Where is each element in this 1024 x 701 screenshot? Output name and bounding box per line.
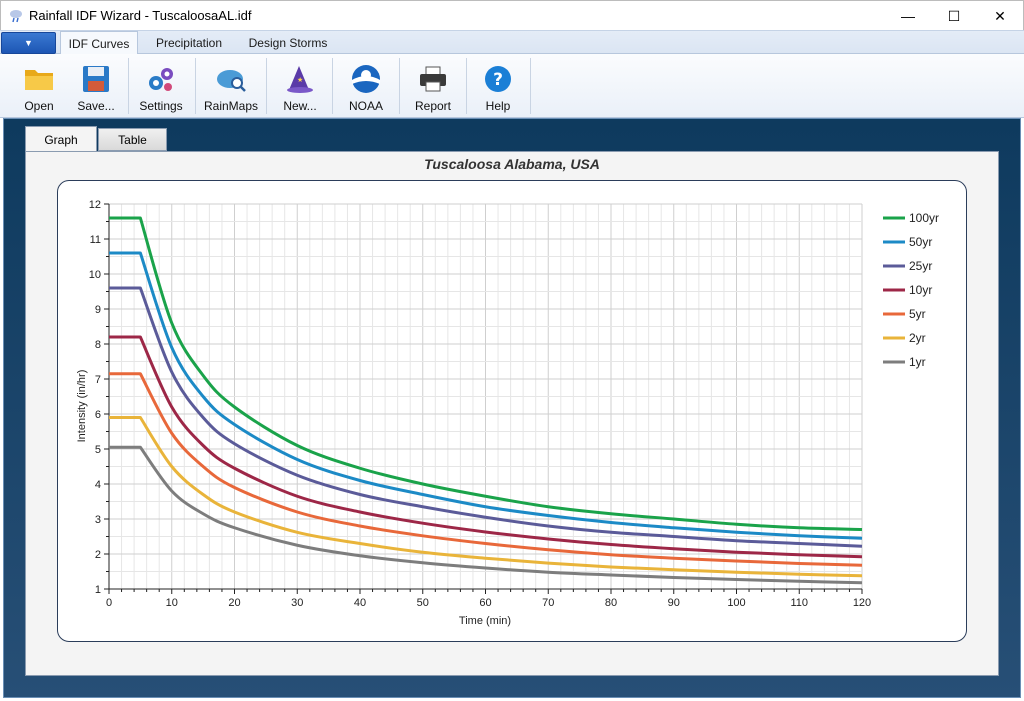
x-tick-label: 10 (166, 597, 178, 609)
series-line-5yr (109, 372, 863, 567)
x-tick-label: 20 (228, 597, 240, 609)
y-tick-label: 7 (95, 374, 101, 386)
legend-label-100yr: 100yr (909, 211, 939, 225)
separator (332, 58, 333, 114)
rainmaps-label: RainMaps (203, 99, 259, 113)
new-label: New... (283, 99, 317, 113)
cloud-search-icon (214, 62, 248, 96)
svg-text:★: ★ (297, 76, 303, 84)
wizard-hat-icon: ★ (283, 62, 317, 96)
close-button[interactable]: ✕ (994, 7, 1006, 24)
y-tick-label: 1 (95, 584, 101, 596)
help-icon: ? (481, 62, 515, 96)
chart-title: Tuscaloosa Alabama, USA (424, 156, 600, 172)
application-menu-button[interactable]: ▼ (1, 32, 56, 54)
x-tick-label: 60 (479, 597, 491, 609)
x-tick-label: 40 (354, 597, 366, 609)
separator (195, 58, 196, 114)
new-wizard-button[interactable]: ★ New... (274, 56, 326, 116)
y-tick-label: 11 (90, 234, 101, 246)
y-tick-label: 2 (95, 549, 101, 561)
separator (466, 58, 467, 114)
y-axis-label: Intensity (in/hr) (76, 370, 88, 443)
title-bar: Rainfall IDF Wizard - TuscaloosaAL.idf —… (0, 0, 1024, 30)
ribbon-toolbar: Open Save... Settings (0, 54, 1024, 118)
x-tick-label: 70 (542, 597, 554, 609)
tab-precipitation[interactable]: Precipitation (155, 36, 223, 50)
legend-label-10yr: 10yr (909, 283, 932, 297)
y-tick-label: 6 (95, 409, 101, 421)
x-tick-label: 110 (790, 597, 808, 609)
y-tick-label: 9 (95, 304, 101, 316)
series-line-25yr (109, 286, 863, 548)
svg-text:?: ? (493, 70, 503, 90)
rainmaps-button[interactable]: RainMaps (202, 56, 260, 116)
tab-table[interactable]: Table (98, 128, 167, 151)
separator (530, 58, 531, 114)
series-line-50yr (109, 251, 863, 540)
printer-icon (416, 62, 450, 96)
separator (399, 58, 400, 114)
y-tick-label: 4 (95, 479, 101, 491)
y-tick-label: 5 (95, 444, 101, 456)
open-label: Open (24, 99, 54, 113)
noaa-button[interactable]: NOAA (340, 56, 392, 116)
separator (266, 58, 267, 114)
tab-design-storms[interactable]: Design Storms (248, 36, 328, 50)
noaa-label: NOAA (348, 99, 383, 113)
series-line-100yr (109, 216, 863, 531)
minimize-button[interactable]: — (901, 8, 915, 24)
x-tick-label: 90 (668, 597, 680, 609)
chart-axes: 0 10 20 30 40 50 60 70 80 90 100 110 120123456789101… (89, 199, 871, 609)
legend-label-50yr: 50yr (909, 235, 932, 249)
floppy-disk-icon (79, 62, 113, 96)
window-title: Rainfall IDF Wizard - TuscaloosaAL.idf (29, 8, 252, 23)
x-tick-label: 120 (853, 597, 871, 609)
series-line-1yr (109, 445, 863, 585)
chart-legend: 100yr 50yr 25yr 10yr 5yr 2yr 1yr (883, 211, 939, 369)
x-tick-label: 0 (106, 597, 112, 609)
save-label: Save... (77, 99, 115, 113)
maximize-button[interactable]: ☐ (947, 7, 961, 24)
ribbon-tab-row: ▼ IDF Curves Precipitation Design Storms (0, 30, 1024, 56)
y-tick-label: 12 (89, 199, 101, 211)
folder-icon (22, 62, 56, 96)
x-tick-label: 50 (417, 597, 429, 609)
x-tick-label: 80 (605, 597, 617, 609)
rain-cloud-icon (10, 9, 22, 22)
report-button[interactable]: Report (406, 56, 460, 116)
gears-icon (144, 62, 178, 96)
idf-chart: 0 10 20 30 40 50 60 70 80 90 100 110 120123456789101… (76, 199, 939, 627)
save-button[interactable]: Save... (70, 56, 122, 116)
y-tick-label: 10 (89, 269, 101, 281)
x-axis-label: Time (min) (459, 615, 511, 627)
y-tick-label: 8 (95, 339, 101, 351)
x-tick-label: 100 (727, 597, 745, 609)
settings-button[interactable]: Settings (134, 56, 188, 116)
y-tick-label: 3 (95, 514, 101, 526)
open-button[interactable]: Open (14, 56, 64, 116)
separator (128, 58, 129, 114)
series-line-2yr (109, 416, 863, 578)
chevron-down-icon: ▼ (24, 38, 33, 48)
legend-label-1yr: 1yr (909, 355, 926, 369)
legend-label-25yr: 25yr (909, 259, 932, 273)
settings-label: Settings (139, 99, 183, 113)
tab-graph[interactable]: Graph (25, 126, 97, 152)
tab-idf-curves[interactable]: IDF Curves (60, 31, 138, 56)
series-line-10yr (109, 335, 863, 559)
help-button[interactable]: ? Help (472, 56, 524, 116)
report-label: Report (414, 99, 452, 113)
help-label: Help (485, 99, 511, 113)
chart-series (109, 216, 863, 585)
noaa-logo-icon (349, 62, 383, 96)
legend-label-5yr: 5yr (909, 307, 926, 321)
x-tick-label: 30 (291, 597, 303, 609)
legend-label-2yr: 2yr (909, 331, 926, 345)
